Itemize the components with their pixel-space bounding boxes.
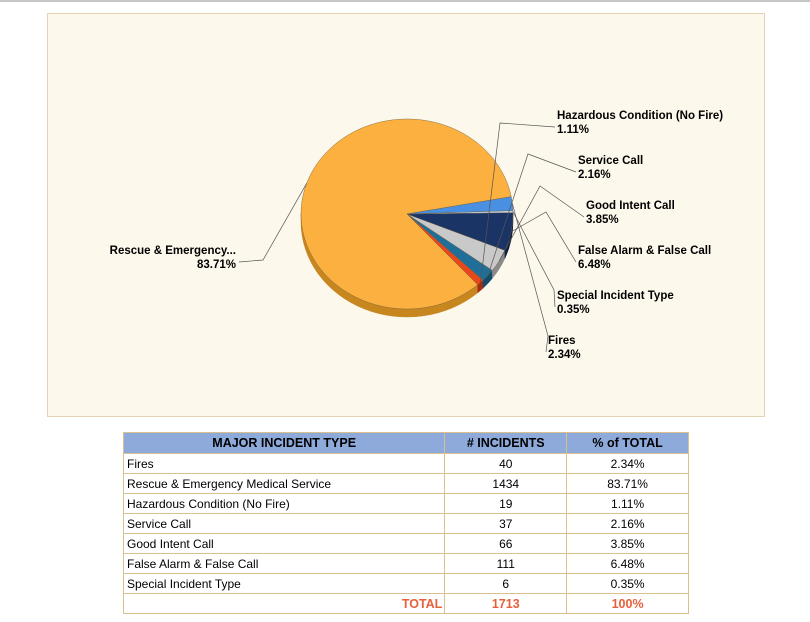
- row-type: Fires: [122, 453, 446, 474]
- slice-pct-special-incident-type: 0.35%: [557, 304, 590, 316]
- leader-line-special-incident-type: [512, 211, 556, 308]
- slice-label-hazardous-condition-no-fire: Hazardous Condition (No Fire): [557, 110, 723, 122]
- row-pct: 0.35%: [566, 573, 689, 594]
- table-row: Fires 40 2.34%: [122, 453, 689, 474]
- slice-pct-service-call: 2.16%: [578, 169, 611, 181]
- row-pct: 1.11%: [566, 493, 689, 514]
- leader-line-rescue-emergency: [238, 183, 307, 263]
- table-row: Special Incident Type 6 0.35%: [122, 573, 689, 594]
- slice-pct-rescue-emergency: 83.71%: [197, 259, 236, 271]
- slice-label-special-incident-type: Special Incident Type: [557, 290, 674, 302]
- row-count: 66: [444, 533, 568, 554]
- table-total-row: TOTAL 1713 100%: [122, 593, 689, 614]
- slice-pct-good-intent-call: 3.85%: [586, 214, 619, 226]
- leader-line-fires: [512, 203, 549, 353]
- leader-line-service-call: [487, 153, 577, 276]
- slice-pct-false-alarm-false-call: 6.48%: [578, 259, 611, 271]
- table-row: Good Intent Call 66 3.85%: [122, 533, 689, 554]
- table-row: Rescue & Emergency Medical Service 1434 …: [122, 473, 689, 494]
- total-pct: 100%: [566, 593, 689, 614]
- slice-pct-hazardous-condition-no-fire: 1.11%: [557, 124, 589, 136]
- slice-label-fires: Fires: [548, 335, 576, 347]
- row-count: 6: [444, 573, 568, 594]
- row-type: Service Call: [122, 513, 446, 534]
- header-incident-type: MAJOR INCIDENT TYPE: [122, 432, 446, 454]
- incident-table: MAJOR INCIDENT TYPE # INCIDENTS % of TOT…: [122, 432, 689, 614]
- pie-slices: [300, 118, 514, 310]
- row-count: 1434: [444, 473, 568, 494]
- table-row: Hazardous Condition (No Fire) 19 1.11%: [122, 493, 689, 514]
- leader-lines: [238, 122, 585, 353]
- header-incidents: # INCIDENTS: [444, 432, 568, 454]
- slice-label-service-call: Service Call: [578, 155, 643, 167]
- row-pct: 2.34%: [566, 453, 689, 474]
- table-row: Service Call 37 2.16%: [122, 513, 689, 534]
- row-pct: 3.85%: [566, 533, 689, 554]
- slice-labels: Rescue & Emergency... 83.71% Hazardous Con…: [110, 110, 724, 361]
- table-row: False Alarm & False Call 111 6.48%: [122, 553, 689, 574]
- top-divider: [0, 0, 810, 2]
- row-type: Good Intent Call: [122, 533, 446, 554]
- row-count: 37: [444, 513, 568, 534]
- slice-label-good-intent-call: Good Intent Call: [586, 200, 675, 212]
- row-pct: 6.48%: [566, 553, 689, 574]
- table-header-row: MAJOR INCIDENT TYPE # INCIDENTS % of TOT…: [122, 432, 689, 454]
- row-type: Rescue & Emergency Medical Service: [122, 473, 446, 494]
- total-count: 1713: [444, 593, 568, 614]
- row-type: Special Incident Type: [122, 573, 446, 594]
- pie-chart-panel: Rescue & Emergency... 83.71% Hazardous Con…: [47, 13, 765, 417]
- row-pct: 83.71%: [566, 473, 689, 494]
- slice-label-rescue-emergency: Rescue & Emergency...: [110, 245, 236, 257]
- slice-label-false-alarm-false-call: False Alarm & False Call: [578, 245, 711, 257]
- row-type: False Alarm & False Call: [122, 553, 446, 574]
- leader-line-false-alarm-false-call: [510, 211, 577, 263]
- row-count: 111: [444, 553, 568, 574]
- total-label: TOTAL: [122, 593, 446, 614]
- row-type: Hazardous Condition (No Fire): [122, 493, 446, 514]
- slice-pct-fires: 2.34%: [548, 349, 581, 361]
- row-pct: 2.16%: [566, 513, 689, 534]
- row-count: 40: [444, 453, 568, 474]
- header-percent: % of TOTAL: [566, 432, 689, 454]
- slice-rescue-emergency: [300, 118, 512, 310]
- row-count: 19: [444, 493, 568, 514]
- leader-line-good-intent-call: [499, 185, 585, 261]
- pie-chart: Rescue & Emergency... 83.71% Hazardous Con…: [110, 110, 724, 361]
- leader-line-hazardous-condition-no-fire: [480, 122, 556, 283]
